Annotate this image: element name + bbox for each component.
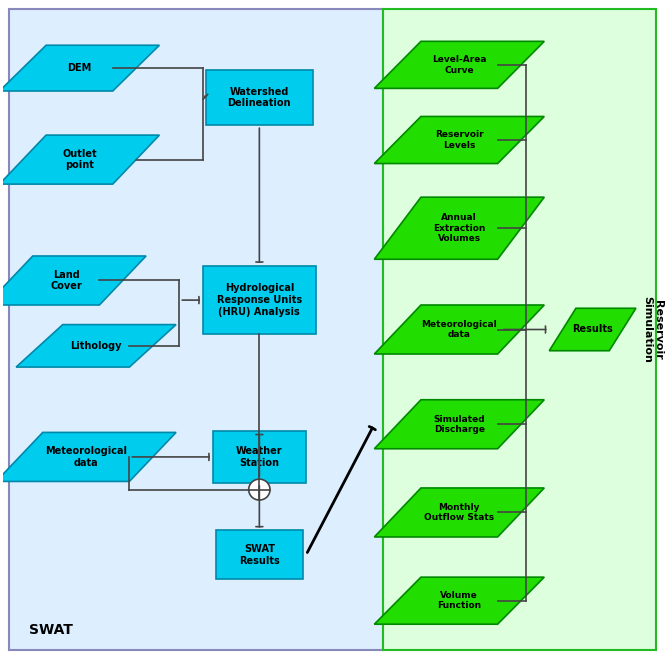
Text: Simulated
Discharge: Simulated Discharge [433,415,485,434]
Bar [216,530,302,579]
Polygon shape [374,488,544,537]
Text: SWAT: SWAT [30,623,73,637]
Polygon shape [374,117,544,163]
Text: Volume
Function: Volume Function [437,591,481,610]
Bar [203,266,316,334]
Text: Meteorological
data: Meteorological data [45,446,127,468]
Text: Hydrological
Response Units
(HRU) Analysis: Hydrological Response Units (HRU) Analys… [217,283,302,317]
Circle shape [249,479,270,500]
Text: Level-Area
Curve: Level-Area Curve [432,55,487,74]
Polygon shape [374,305,544,354]
Bar [382,9,656,650]
Text: Watershed
Delineation: Watershed Delineation [228,87,291,108]
Text: SWAT
Results: SWAT Results [239,544,280,565]
Bar [213,431,306,483]
Text: Lithology: Lithology [71,341,122,351]
Bar [206,70,312,125]
Polygon shape [549,308,636,351]
Text: DEM: DEM [67,63,91,73]
Polygon shape [16,325,176,367]
Text: Reservoir
Simulation: Reservoir Simulation [642,296,663,363]
Polygon shape [374,197,544,259]
Polygon shape [0,256,146,305]
Bar [9,9,382,650]
Polygon shape [374,400,544,449]
Text: Meteorological
data: Meteorological data [421,320,497,339]
Polygon shape [0,432,176,482]
Polygon shape [0,135,159,184]
Text: Annual
Extraction
Volumes: Annual Extraction Volumes [433,214,485,243]
Polygon shape [374,577,544,624]
Text: Monthly
Outflow Stats: Monthly Outflow Stats [424,503,495,522]
Text: Results: Results [572,324,613,335]
Polygon shape [0,45,159,91]
Text: Outlet
point: Outlet point [62,149,97,171]
Text: Weather
Station: Weather Station [236,446,283,468]
Text: Land
Cover: Land Cover [50,270,82,291]
Text: Reservoir
Levels: Reservoir Levels [435,130,484,150]
Polygon shape [374,42,544,88]
